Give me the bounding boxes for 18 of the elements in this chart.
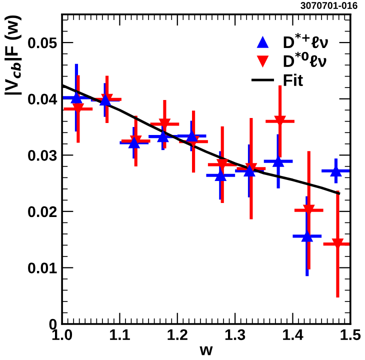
text: 3070701-016 (300, 2, 358, 9)
x-axis-title: w (200, 346, 213, 356)
legend-label: Fit (284, 74, 303, 86)
y-axis-title: |V$_{cb}$|F (w) (4, 15, 22, 95)
y-tick-label: 0.04 (28, 94, 58, 105)
y-tick-label: 0 (49, 318, 57, 330)
x-tick-label: 1.2 (168, 329, 188, 340)
y-tick-label: 0.02 (28, 206, 57, 218)
x-tick-label: 1.3 (225, 329, 246, 340)
x-tick-label: 1.1 (110, 329, 130, 340)
legend-label: D$^{*+}$ℓν (284, 32, 328, 48)
x-tick-label: 1.5 (340, 329, 361, 340)
legend-label: D$^{*0}$ℓν (284, 52, 326, 68)
x-tick-label: 1.0 (52, 329, 72, 340)
y-tick-label: 0.01 (28, 262, 57, 274)
y-tick-label: 0.03 (28, 150, 57, 161)
y-tick-label: 0.05 (28, 37, 57, 48)
x-tick-label: 1.4 (283, 329, 304, 340)
